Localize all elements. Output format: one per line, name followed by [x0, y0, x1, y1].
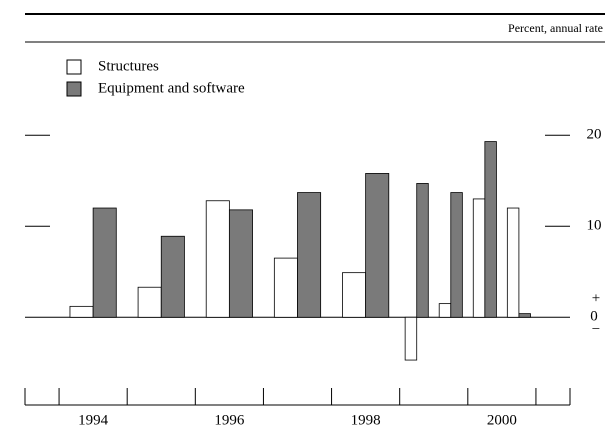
legend-swatch [66, 59, 82, 75]
zero-sign: − [592, 322, 600, 338]
bar [416, 183, 429, 318]
x-tick-label: 1996 [214, 412, 245, 428]
bar [69, 305, 94, 318]
bar [297, 192, 322, 318]
bar [228, 209, 253, 318]
bar [160, 235, 185, 318]
legend-label: Structures [98, 58, 159, 74]
unit-label: Percent, annual rate [508, 21, 603, 35]
bar [506, 207, 520, 318]
y-tick-label: 20 [587, 127, 602, 143]
bar [518, 313, 531, 318]
bar [472, 198, 486, 318]
x-tick-label: 1998 [351, 412, 381, 428]
bar [484, 141, 497, 318]
x-tick-label: 2000 [487, 412, 517, 428]
bar [137, 286, 162, 318]
bar [365, 173, 390, 318]
y-tick-label: 0 [590, 309, 598, 325]
bar [273, 257, 298, 318]
bar [450, 192, 463, 318]
legend-label: Equipment and software [98, 80, 245, 96]
legend-swatch [66, 81, 82, 97]
y-tick-label: 10 [587, 218, 602, 234]
zero-sign: + [592, 291, 600, 307]
bar [438, 303, 452, 318]
bar [342, 272, 367, 318]
x-tick-label: 1994 [78, 412, 109, 428]
bar [205, 200, 230, 318]
bar [92, 207, 117, 318]
bar [404, 316, 418, 361]
